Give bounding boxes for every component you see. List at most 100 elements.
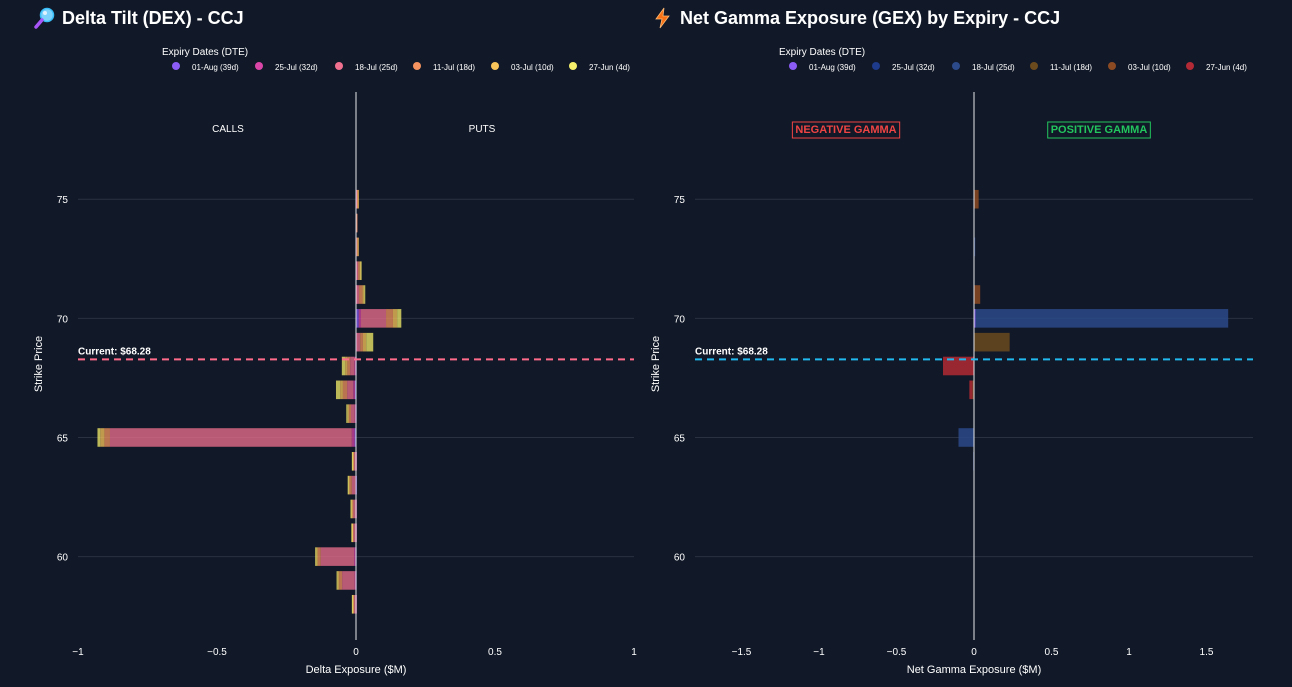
- dex-bar: [104, 428, 110, 447]
- gex-xtick-label: 0.5: [1045, 647, 1059, 658]
- dex-bar: [356, 332, 361, 352]
- dex-bar: [364, 285, 366, 304]
- dex-xtick-label: −0.5: [207, 647, 227, 658]
- dex-bar: [339, 571, 343, 590]
- gex-legend-marker: [1186, 62, 1194, 70]
- dex-xaxis-title: Delta Exposure ($M): [306, 664, 407, 676]
- gex-bar: [974, 189, 979, 209]
- gex-bar: [943, 356, 974, 376]
- dex-bar: [397, 309, 402, 328]
- gex-legend-label: 27-Jun (4d): [1206, 63, 1247, 72]
- dex-bar: [335, 380, 341, 400]
- dex-bar: [354, 356, 356, 376]
- gex-legend-marker: [1030, 62, 1038, 70]
- dex-bar: [351, 523, 353, 543]
- gex-bar: [972, 380, 974, 400]
- dex-bar: [361, 309, 387, 328]
- dex-bar: [359, 285, 363, 304]
- dex-bar: [340, 380, 343, 400]
- dex-bar: [360, 332, 363, 352]
- dex-calls-label: CALLS: [212, 124, 244, 135]
- dex-bar: [350, 404, 355, 423]
- dex-ytick-label: 70: [57, 314, 69, 325]
- dex-bar: [345, 356, 348, 376]
- dex-bar: [109, 428, 352, 447]
- dex-bar: [100, 428, 105, 447]
- gex-bar: [974, 237, 976, 257]
- dex-bar: [351, 428, 355, 447]
- dex-bar: [349, 475, 352, 495]
- dex-bar: [346, 404, 348, 423]
- dex-legend-label: 25-Jul (32d): [275, 63, 318, 72]
- dex-bar: [356, 189, 358, 209]
- dex-bar: [320, 547, 355, 566]
- dex-bar: [366, 332, 374, 352]
- gex-ytick-label: 65: [674, 433, 686, 444]
- dex-bar: [354, 428, 356, 447]
- dex-yaxis-title: Strike Price: [33, 336, 45, 392]
- gex-title-text: Net Gamma Exposure (GEX) by Expiry - CCJ: [680, 7, 1061, 28]
- gex-xaxis-title: Net Gamma Exposure ($M): [907, 664, 1041, 676]
- dex-bar: [353, 499, 356, 519]
- dex-title: Delta Tilt (DEX) - CCJ: [34, 7, 244, 29]
- dex-bar: [356, 237, 359, 257]
- gex-legend-label: 03-Jul (10d): [1128, 63, 1171, 72]
- dex-ytick-label: 75: [57, 195, 69, 206]
- gex-ytick-label: 75: [674, 195, 686, 206]
- dex-bar: [357, 261, 360, 280]
- dex-bar: [348, 475, 350, 495]
- gex-xtick-label: 1.5: [1200, 647, 1214, 658]
- dex-current-price-label: Current: $68.28: [78, 346, 151, 357]
- dex-panel: Delta Tilt (DEX) - CCJ Expiry Dates (DTE…: [33, 7, 637, 677]
- dex-bar: [316, 547, 318, 566]
- dex-bar: [97, 428, 101, 447]
- gex-positive-gamma-box: [1047, 121, 1151, 139]
- gex-ytick-label: 70: [674, 314, 686, 325]
- dex-bar: [357, 189, 359, 209]
- gex-legend-label: 18-Jul (25d): [972, 63, 1015, 72]
- gex-legend-label: 25-Jul (32d): [892, 63, 935, 72]
- dex-legend-label: 11-Jul (18d): [433, 63, 475, 72]
- dex-bar: [350, 499, 352, 519]
- dex-legend-marker: [491, 62, 499, 70]
- dex-bar: [386, 309, 393, 328]
- dex-bar: [351, 594, 354, 614]
- dex-bar: [317, 547, 321, 566]
- dex-bar: [349, 404, 351, 423]
- dex-bar: [353, 380, 355, 400]
- gex-bar: [975, 309, 1229, 328]
- dex-bar: [336, 571, 338, 590]
- dex-bar: [358, 309, 362, 328]
- gex-bar: [974, 285, 981, 304]
- dex-xtick-label: 1: [631, 647, 637, 658]
- dex-bar: [354, 452, 356, 471]
- dex-xtick-label: 0: [353, 647, 359, 658]
- dex-bar: [347, 356, 351, 376]
- dex-bar: [354, 404, 356, 423]
- dex-bar: [347, 380, 354, 400]
- gex-title: Net Gamma Exposure (GEX) by Expiry - CCJ: [652, 7, 1060, 29]
- gex-xtick-label: 1: [1126, 647, 1132, 658]
- dex-legend-marker: [255, 62, 263, 70]
- dex-bar: [351, 475, 356, 495]
- dex-bar: [354, 571, 356, 590]
- dex-bar: [356, 261, 358, 280]
- gex-negative-gamma-label: NEGATIVE GAMMA: [795, 124, 896, 136]
- dex-ytick-label: 60: [57, 553, 69, 564]
- dex-puts-label: PUTS: [469, 124, 496, 135]
- gex-negative-gamma-box: [791, 121, 901, 139]
- magnifier-icon: [34, 7, 55, 29]
- gex-legend-marker: [872, 62, 880, 70]
- dex-bar: [354, 380, 357, 400]
- dex-bar: [356, 285, 360, 304]
- dex-bar: [341, 356, 346, 376]
- gex-bar: [974, 332, 1010, 352]
- gex-yaxis-title: Strike Price: [650, 336, 662, 392]
- gex-legend-marker: [952, 62, 960, 70]
- gex-ytick-label: 60: [674, 553, 686, 564]
- gex-xtick-label: −0.5: [887, 647, 907, 658]
- dex-bar: [342, 380, 348, 400]
- gex-bar: [974, 309, 976, 328]
- gex-panel: Net Gamma Exposure (GEX) by Expiry - CCJ…: [646, 0, 1292, 687]
- dex-bar: [315, 547, 317, 566]
